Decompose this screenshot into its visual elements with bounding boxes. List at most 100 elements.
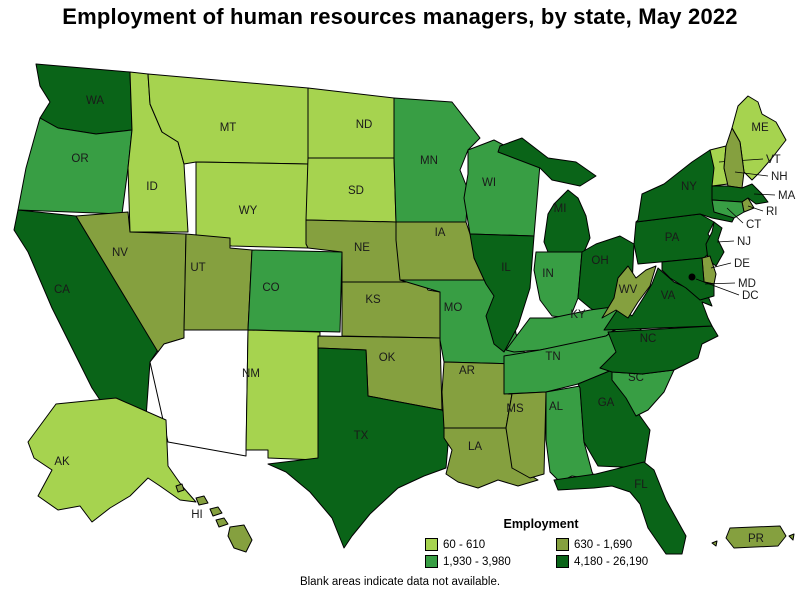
state-label-al: AL xyxy=(549,401,564,413)
footnote: Blank areas indicate data not available. xyxy=(299,576,501,588)
callout-line-nj xyxy=(716,240,735,243)
legend-item-0: 60 - 610 xyxy=(425,538,556,551)
state-wy xyxy=(195,161,309,249)
legend-label-0: 60 - 610 xyxy=(443,538,486,551)
state-il xyxy=(469,233,535,353)
state-or xyxy=(17,117,133,215)
state-label-il: IL xyxy=(501,262,511,274)
state-label-ut: UT xyxy=(190,262,205,274)
state-ut xyxy=(183,233,253,331)
state-label-ok: OK xyxy=(379,352,396,364)
state-label-nj: NJ xyxy=(737,236,751,248)
state-nh xyxy=(723,127,745,189)
legend-label-3: 4,180 - 26,190 xyxy=(574,555,649,568)
legend-item-3: 4,180 - 26,190 xyxy=(556,555,721,568)
state-label-la: LA xyxy=(468,441,482,453)
state-label-pr: PR xyxy=(748,533,764,545)
legend-item-1: 630 - 1,690 xyxy=(556,538,721,551)
legend-grid: 60 - 610 630 - 1,690 1,930 - 3,980 4,180 - … xyxy=(425,538,725,568)
state-label-ky: KY xyxy=(570,309,586,321)
legend-swatch-0 xyxy=(425,538,438,551)
state-label-mi: MI xyxy=(554,203,567,215)
state-label-ms: MS xyxy=(506,403,524,415)
state-label-ca: CA xyxy=(54,284,70,296)
state-pr xyxy=(725,525,787,549)
state-hi-3 xyxy=(215,517,229,528)
state-pr-2 xyxy=(788,533,795,541)
state-label-tx: TX xyxy=(354,430,369,442)
state-label-va: VA xyxy=(661,290,676,302)
state-label-de: DE xyxy=(734,258,750,270)
state-pr-1 xyxy=(711,540,718,547)
state-label-fl: FL xyxy=(634,479,648,491)
state-label-nc: NC xyxy=(640,333,657,345)
state-label-vt: VT xyxy=(766,154,781,166)
state-label-or: OR xyxy=(71,153,88,165)
legend-swatch-1 xyxy=(556,538,569,551)
state-label-mo: MO xyxy=(444,302,463,314)
state-label-ks: KS xyxy=(365,294,381,306)
legend-label-1: 630 - 1,690 xyxy=(574,538,633,551)
state-nm xyxy=(245,329,321,461)
state-label-nv: NV xyxy=(112,247,128,259)
state-wv xyxy=(601,265,657,319)
state-label-dc: DC xyxy=(742,290,759,302)
state-nd xyxy=(307,87,395,159)
callout-line-de xyxy=(710,262,732,269)
callout-line-nh xyxy=(734,171,769,177)
state-label-nd: ND xyxy=(356,119,373,131)
state-label-mn: MN xyxy=(420,155,438,167)
state-nc xyxy=(599,325,719,375)
state-label-hi: HI xyxy=(191,509,203,521)
state-label-wv: WV xyxy=(619,284,638,296)
state-label-mt: MT xyxy=(220,122,237,134)
state-label-me: ME xyxy=(751,122,769,134)
state-label-tn: TN xyxy=(545,351,560,363)
state-label-co: CO xyxy=(262,282,279,294)
callout-line-ct xyxy=(726,207,744,224)
state-label-ga: GA xyxy=(598,397,615,409)
state-ak xyxy=(27,397,197,523)
legend-swatch-2 xyxy=(425,555,438,568)
state-label-nm: NM xyxy=(242,368,260,380)
legend-label-2: 1,930 - 3,980 xyxy=(443,555,511,568)
state-nj xyxy=(705,221,725,267)
legend-item-2: 1,930 - 3,980 xyxy=(425,555,556,568)
state-md xyxy=(661,257,715,301)
state-label-sd: SD xyxy=(348,185,364,197)
state-label-ia: IA xyxy=(435,227,446,239)
state-label-wa: WA xyxy=(86,95,104,107)
state-label-ct: CT xyxy=(746,219,761,231)
state-label-ma: MA xyxy=(778,190,796,202)
state-label-id: ID xyxy=(146,181,158,193)
state-label-wy: WY xyxy=(239,205,258,217)
state-label-ny: NY xyxy=(681,181,697,193)
state-hi-2 xyxy=(209,506,223,517)
state-co xyxy=(247,249,343,333)
state-ks xyxy=(341,281,441,339)
state-label-in: IN xyxy=(542,268,554,280)
state-label-pa: PA xyxy=(665,232,680,244)
state-marker-dc xyxy=(688,273,696,281)
state-label-ar: AR xyxy=(459,365,475,377)
state-hi xyxy=(175,483,185,493)
page-title: Employment of human resources managers, … xyxy=(62,4,738,29)
legend: Employment 60 - 610 630 - 1,690 1,930 - 3,… xyxy=(425,517,725,568)
state-label-ri: RI xyxy=(766,206,778,218)
state-fl xyxy=(553,461,687,555)
state-label-oh: OH xyxy=(591,255,608,267)
callout-line-dc xyxy=(695,278,740,296)
state-label-wi: WI xyxy=(482,177,496,189)
state-mi xyxy=(497,137,597,187)
state-tx xyxy=(267,347,451,549)
state-mn xyxy=(393,97,481,223)
state-hi-4 xyxy=(227,524,253,553)
state-label-sc: SC xyxy=(628,372,644,384)
state-label-ne: NE xyxy=(354,242,370,254)
callout-line-ma xyxy=(753,193,776,196)
state-hi-1 xyxy=(195,495,209,506)
state-label-md: MD xyxy=(738,278,756,290)
legend-swatch-3 xyxy=(556,555,569,568)
state-label-nh: NH xyxy=(771,171,788,183)
